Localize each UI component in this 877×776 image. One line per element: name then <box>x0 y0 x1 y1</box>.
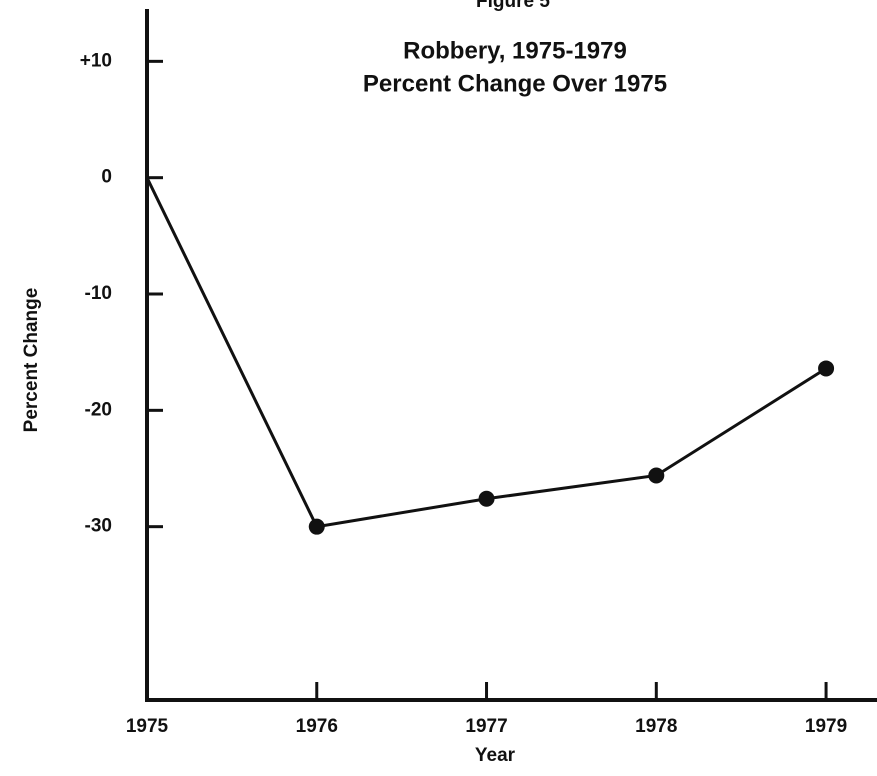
y-tick-label: -10 <box>85 283 112 304</box>
figure-label: Figure 5 <box>476 0 550 12</box>
data-point <box>478 490 495 507</box>
data-point <box>818 360 835 377</box>
x-axis-label: Year <box>475 745 516 766</box>
x-tick-label: 1979 <box>805 716 847 737</box>
y-tick-label: -30 <box>85 516 112 537</box>
y-axis-label: Percent Change <box>21 288 42 433</box>
series-line <box>145 177 827 529</box>
y-tick-label: -20 <box>85 399 112 420</box>
chart-title: Robbery, 1975-1979 <box>403 37 627 64</box>
x-tick-label: 1976 <box>296 716 338 737</box>
y-tick-label: 0 <box>101 167 112 188</box>
x-tick-label: 1978 <box>635 716 677 737</box>
y-tick-label: +10 <box>80 50 112 71</box>
chart-subtitle: Percent Change Over 1975 <box>363 70 667 97</box>
data-point <box>308 518 325 535</box>
x-tick-label: 1977 <box>465 716 507 737</box>
x-tick-label: 1975 <box>126 716 169 737</box>
data-point <box>648 467 665 484</box>
